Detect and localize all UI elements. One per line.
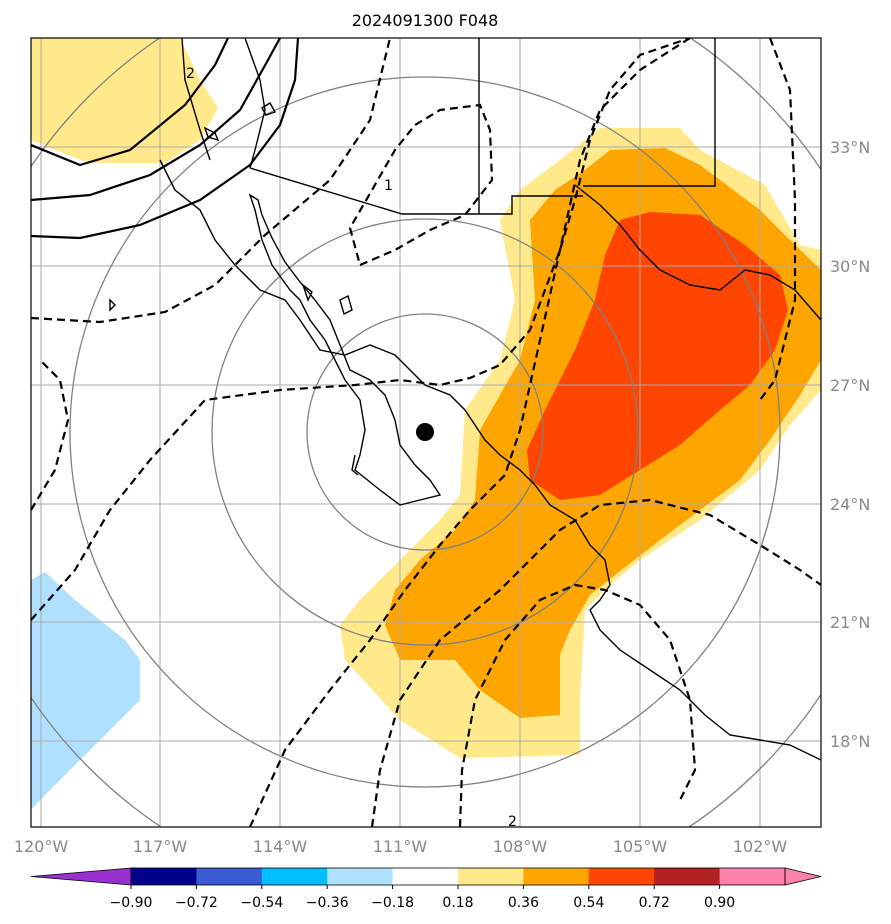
lon-axis: 120°W 117°W 114°W 111°W 108°W 105°W 102°… bbox=[14, 837, 788, 856]
contour-label-a: 2 bbox=[186, 66, 195, 82]
colorbar-swatch bbox=[196, 868, 263, 885]
contour-label-c: 2 bbox=[508, 814, 517, 830]
colorbar-tick-label: −0.54 bbox=[240, 895, 283, 911]
colorbar-tick-label: −0.18 bbox=[371, 895, 414, 911]
colorbar-tick-label: 0.36 bbox=[508, 895, 539, 911]
lat-label-30: 30°N bbox=[830, 257, 870, 276]
contour-label-b: 1 bbox=[384, 178, 393, 194]
colorbar-swatch bbox=[654, 868, 721, 885]
colorbar-extend-high bbox=[784, 867, 822, 886]
lat-label-21: 21°N bbox=[830, 613, 870, 632]
storm-center-marker bbox=[416, 423, 434, 441]
lon-label-120: 120°W bbox=[14, 837, 69, 856]
colorbar: −0.90 −0.72 −0.54 −0.36 −0.18 0.18 0.36 0.54 0.7… bbox=[30, 867, 822, 911]
colorbar-swatch bbox=[523, 868, 590, 885]
lat-label-27: 27°N bbox=[830, 376, 870, 395]
colorbar-tick-label: −0.72 bbox=[175, 895, 218, 911]
colorbar-tick-label: 0.54 bbox=[573, 895, 604, 911]
lon-label-117: 117°W bbox=[133, 837, 188, 856]
shade-level3-main bbox=[527, 212, 788, 500]
lon-label-105: 105°W bbox=[613, 837, 668, 856]
figure-title: 2024091300 F048 bbox=[352, 11, 499, 30]
lon-label-102: 102°W bbox=[733, 837, 788, 856]
lon-label-114: 114°W bbox=[253, 837, 308, 856]
lat-label-33: 33°N bbox=[830, 138, 870, 157]
colorbar-tick-label: 0.18 bbox=[442, 895, 473, 911]
lon-label-108: 108°W bbox=[493, 837, 548, 856]
colorbar-tick-label: −0.36 bbox=[306, 895, 349, 911]
lat-label-24: 24°N bbox=[830, 495, 870, 514]
shaded-field bbox=[31, 38, 821, 810]
colorbar-swatch bbox=[131, 868, 197, 885]
colorbar-tick-label: 0.72 bbox=[639, 895, 670, 911]
colorbar-tick-label: −0.90 bbox=[110, 895, 153, 911]
contour-labels: 2 1 2 bbox=[186, 66, 517, 830]
contours bbox=[31, 38, 821, 827]
negative-anomaly-region bbox=[31, 572, 140, 810]
colorbar-swatch bbox=[458, 868, 524, 885]
map-frame bbox=[30, 37, 822, 828]
colorbar-swatch bbox=[392, 868, 459, 885]
shade-level1-topleft bbox=[31, 38, 218, 163]
colorbar-tick-label: 0.90 bbox=[704, 895, 735, 911]
colorbar-swatch bbox=[719, 868, 786, 885]
colorbar-swatch bbox=[588, 868, 655, 885]
coastlines bbox=[109, 38, 821, 761]
lat-axis: 33°N 30°N 27°N 24°N 21°N 18°N bbox=[830, 138, 870, 751]
lon-label-111: 111°W bbox=[373, 837, 428, 856]
lat-label-18: 18°N bbox=[830, 732, 870, 751]
colorbar-swatch bbox=[261, 868, 328, 885]
colorbar-swatch bbox=[327, 868, 394, 885]
colorbar-extend-low bbox=[30, 867, 132, 886]
